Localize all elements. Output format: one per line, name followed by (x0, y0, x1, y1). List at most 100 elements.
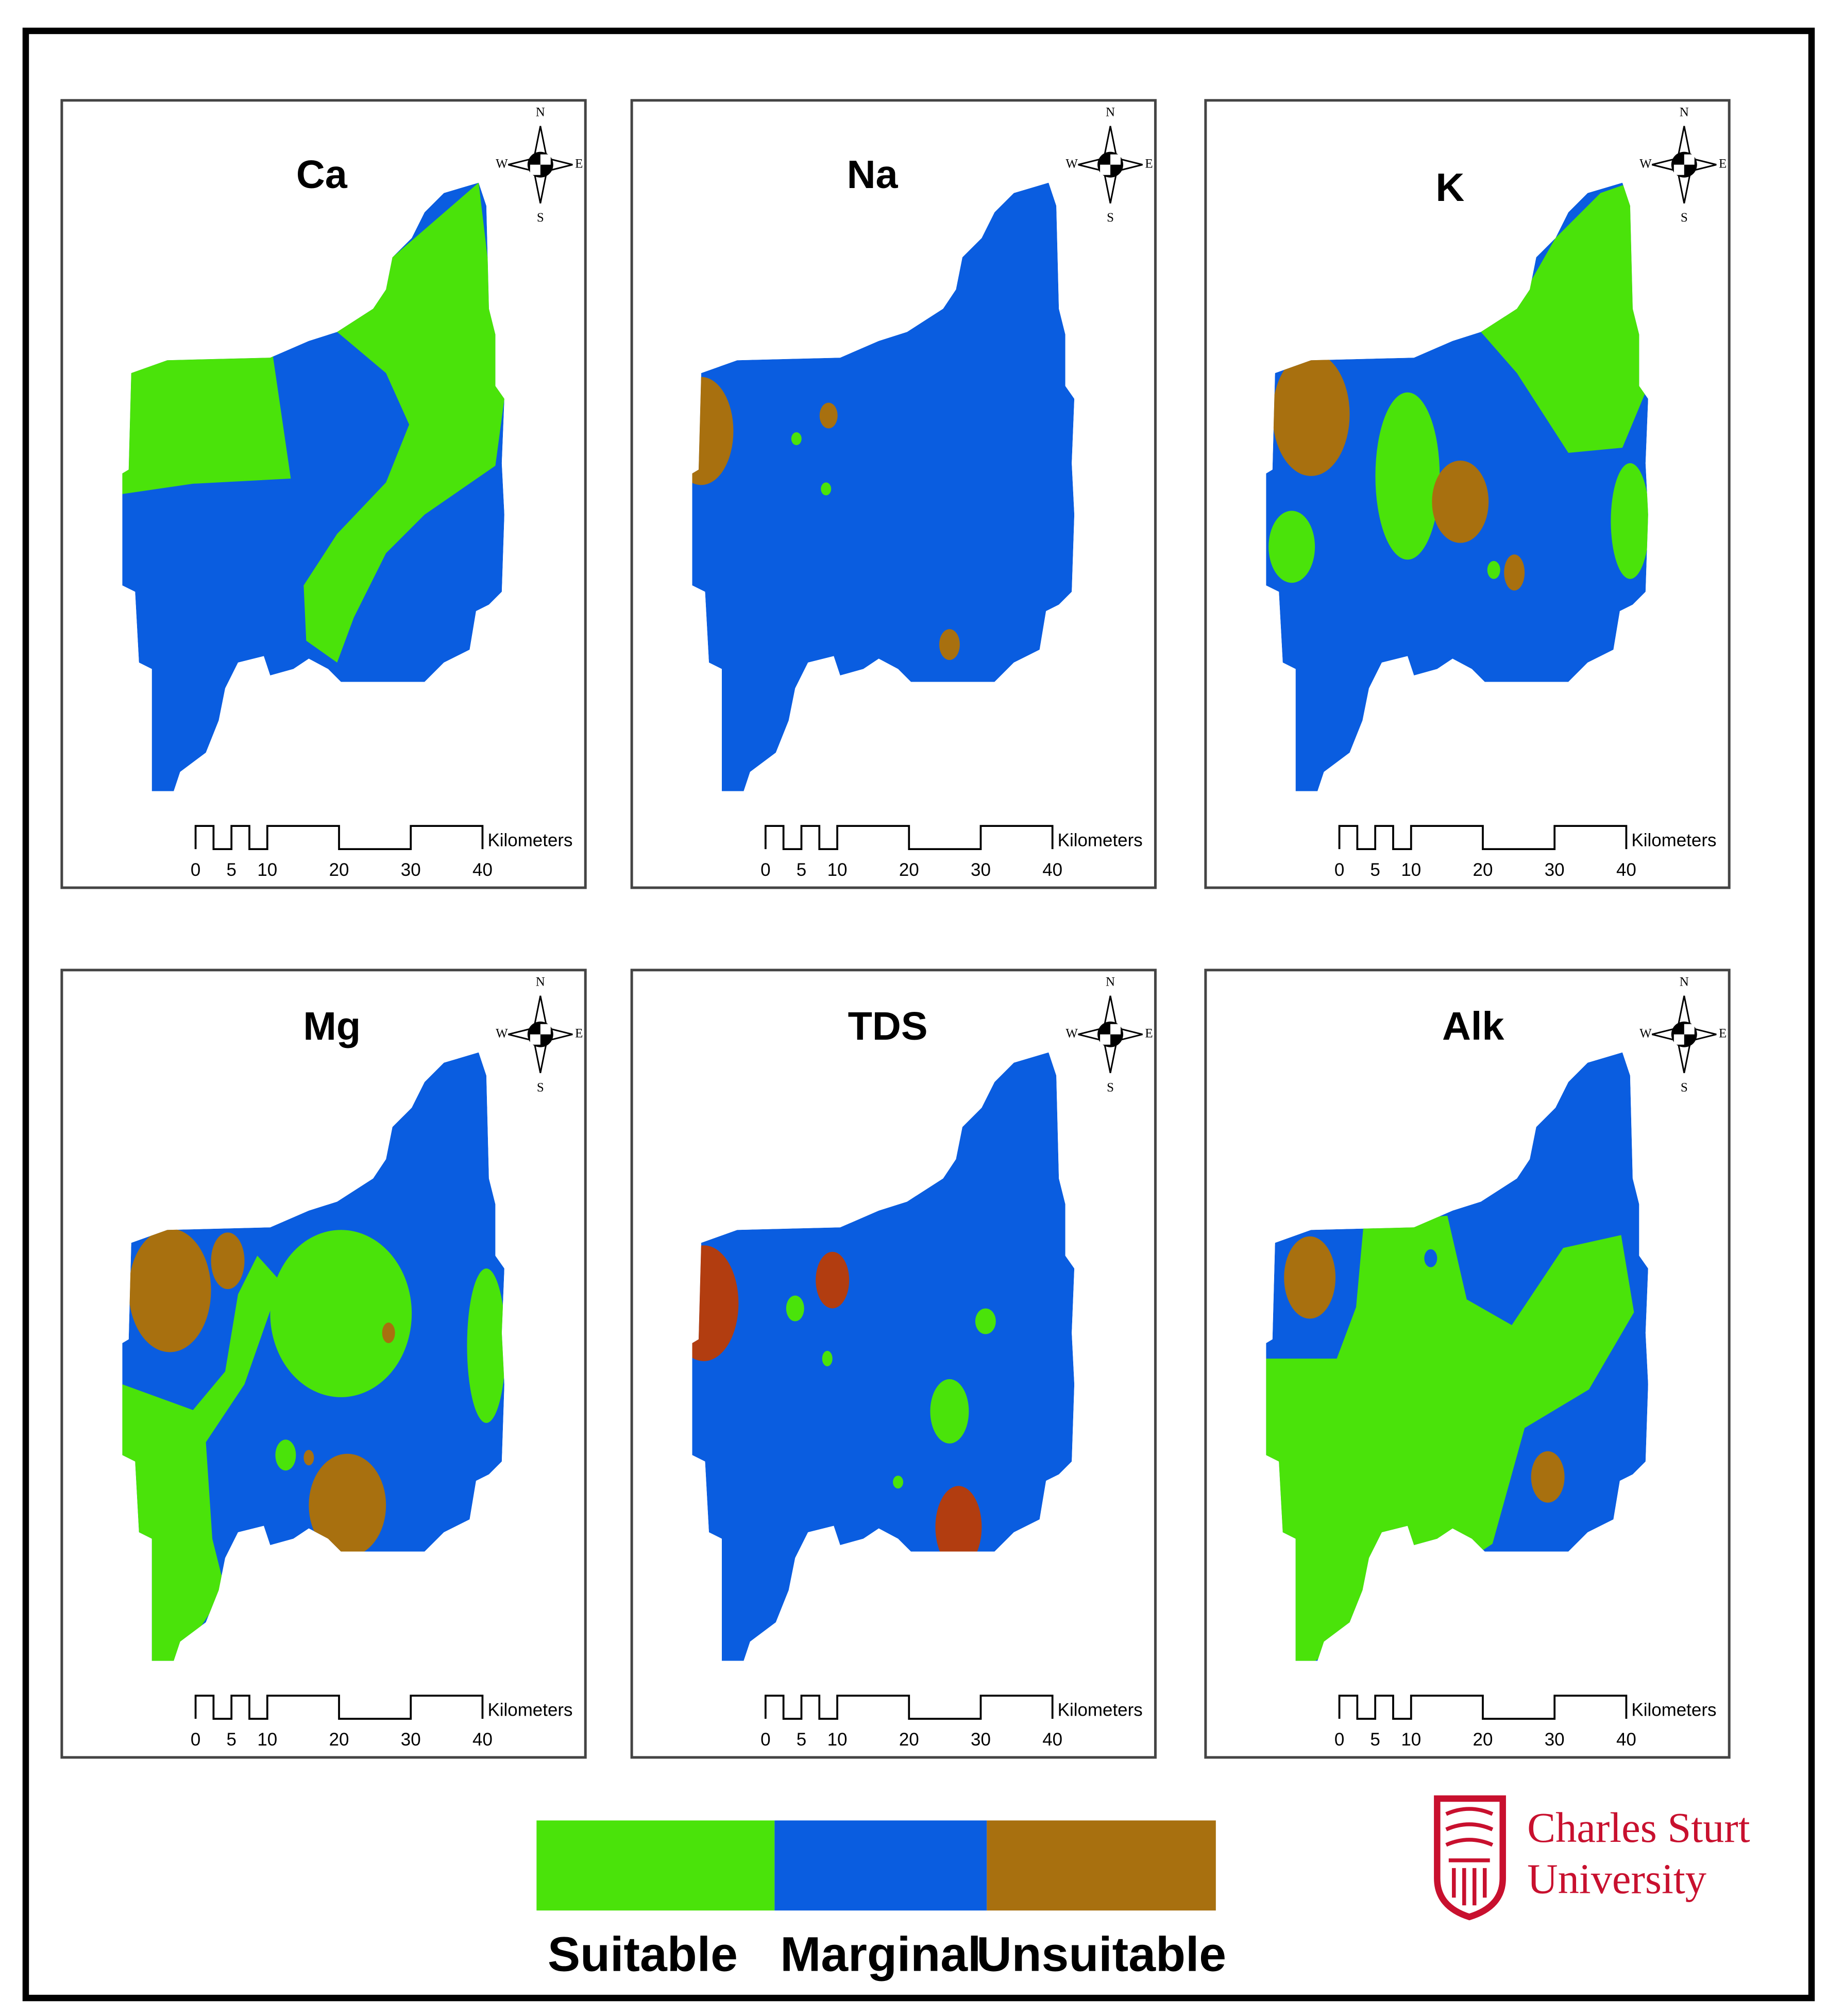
scale-tick-label: 10 (827, 860, 848, 880)
panel-title: Alk (1442, 1004, 1504, 1048)
panel-title: Ca (296, 153, 348, 197)
map-zone (692, 377, 734, 485)
scale-tick-label: 5 (797, 1730, 806, 1750)
map-zone (975, 1308, 996, 1334)
map-zone (786, 1295, 804, 1322)
map (692, 182, 1075, 791)
map (1266, 182, 1648, 791)
scale-tick-label: 30 (401, 1730, 421, 1750)
scale-bar: 0 5 10 20 30 40 Kilometers (1334, 1695, 1716, 1750)
scale-line (194, 825, 484, 850)
scale-tick-label: 0 (1334, 1730, 1344, 1750)
scale-tick-label: 30 (971, 860, 991, 880)
map (1266, 1052, 1648, 1661)
compass-label: S (1107, 211, 1114, 225)
map-panel: K N S W E 0 5 10 20 30 40 Kilometers (1204, 99, 1731, 889)
compass-label: N (1106, 105, 1115, 119)
map-zone (1268, 511, 1315, 583)
map-panel: Mg N S W E 0 5 10 20 30 40 Kilometers (60, 969, 587, 1759)
scale-tick-label: 0 (760, 860, 770, 880)
map-zone (270, 1230, 412, 1397)
scale-tick-label: 20 (1473, 1730, 1493, 1750)
scale-tick-label: 5 (1370, 860, 1380, 880)
panels: Ca N S W E 0 5 10 20 30 40 Kilometers Na N S W E 0 5 10 20 30… (60, 99, 1731, 1759)
scale-tick-label: 30 (1545, 860, 1565, 880)
scale-tick-label: 0 (191, 1730, 200, 1750)
scale-unit: Kilometers (1631, 830, 1716, 850)
scale-tick-label: 20 (329, 1730, 349, 1750)
map-zone (122, 1256, 281, 1661)
scale-tick-label: 40 (1616, 860, 1636, 880)
map-zone (303, 182, 504, 663)
map-zone (1375, 392, 1440, 560)
scale-unit: Kilometers (1058, 1700, 1143, 1720)
map-panel: Alk N S W E 0 5 10 20 30 40 Kilometers (1204, 969, 1731, 1759)
compass-label: N (536, 975, 545, 989)
scale-tick-label: 10 (1401, 1730, 1421, 1750)
scale-tick-label: 20 (1473, 860, 1493, 880)
map-zone (1266, 1215, 1634, 1661)
map-zone (122, 355, 291, 494)
scale-tick-label: 40 (1616, 1730, 1636, 1750)
compass-label: E (1145, 157, 1153, 171)
map-panel: Ca N S W E 0 5 10 20 30 40 Kilometers (60, 99, 587, 889)
compass-label: S (1107, 1080, 1114, 1094)
compass-label: N (536, 105, 545, 119)
scale-tick-label: 40 (472, 1730, 493, 1750)
legend-swatch (774, 1820, 987, 1911)
scale-unit: Kilometers (1631, 1700, 1716, 1720)
compass-check (1110, 154, 1121, 165)
map-zone (275, 1439, 296, 1471)
scale-line (764, 825, 1054, 850)
map-zone (1504, 554, 1525, 591)
compass-label: W (1065, 1026, 1078, 1040)
map (122, 1052, 504, 1661)
scale-tick-label: 40 (1042, 1730, 1062, 1750)
scale-tick-label: 5 (797, 860, 806, 880)
compass-label: S (537, 211, 544, 225)
scale-bar: 0 5 10 20 30 40 Kilometers (191, 825, 572, 880)
map-zone (930, 1379, 969, 1444)
scale-tick-label: 30 (401, 860, 421, 880)
compass-label: N (1680, 105, 1689, 119)
compass-check (1100, 164, 1111, 175)
compass-label: E (1719, 1026, 1727, 1040)
compass-label: N (1680, 975, 1689, 989)
compass-label: S (537, 1080, 544, 1094)
panel-title: TDS (848, 1004, 928, 1048)
panel-title: Mg (303, 1004, 361, 1048)
map (692, 1052, 1075, 1661)
compass-label: N (1106, 975, 1115, 989)
logo-line1: Charles Sturt (1527, 1804, 1750, 1851)
map-zone (1272, 352, 1350, 476)
scale-tick-label: 0 (1334, 860, 1344, 880)
scale-line (1338, 1695, 1628, 1720)
scale-tick-label: 0 (760, 1730, 770, 1750)
compass-check (1673, 164, 1684, 175)
compass-label: W (1639, 1026, 1652, 1040)
legend-label: Suitable (548, 1927, 738, 1982)
scale-tick-label: 30 (971, 1730, 991, 1750)
compass-check (1100, 1034, 1111, 1045)
map-zone (893, 1476, 904, 1489)
scale-tick-label: 40 (472, 860, 493, 880)
map-zone (1481, 182, 1648, 453)
map-zone (1432, 460, 1489, 543)
map-zone (211, 1232, 245, 1290)
scale-line (1338, 825, 1628, 850)
compass-check (540, 1024, 551, 1035)
map-zone (692, 1245, 739, 1361)
compass-label: W (496, 1026, 508, 1040)
panel-title: K (1435, 165, 1464, 210)
legend-swatch (987, 1820, 1216, 1911)
scale-tick-label: 0 (191, 860, 200, 880)
compass: N S W E (1065, 105, 1153, 225)
outer-frame (22, 27, 1815, 2002)
legend-label: Unsuitable (976, 1927, 1226, 1982)
map-panel: TDS N S W E 0 5 10 20 30 40 Kilometers (630, 969, 1157, 1759)
compass-label: W (496, 157, 508, 171)
map-zone (821, 482, 832, 496)
scale-tick-label: 5 (1370, 1730, 1380, 1750)
scale-tick-label: 10 (257, 1730, 277, 1750)
